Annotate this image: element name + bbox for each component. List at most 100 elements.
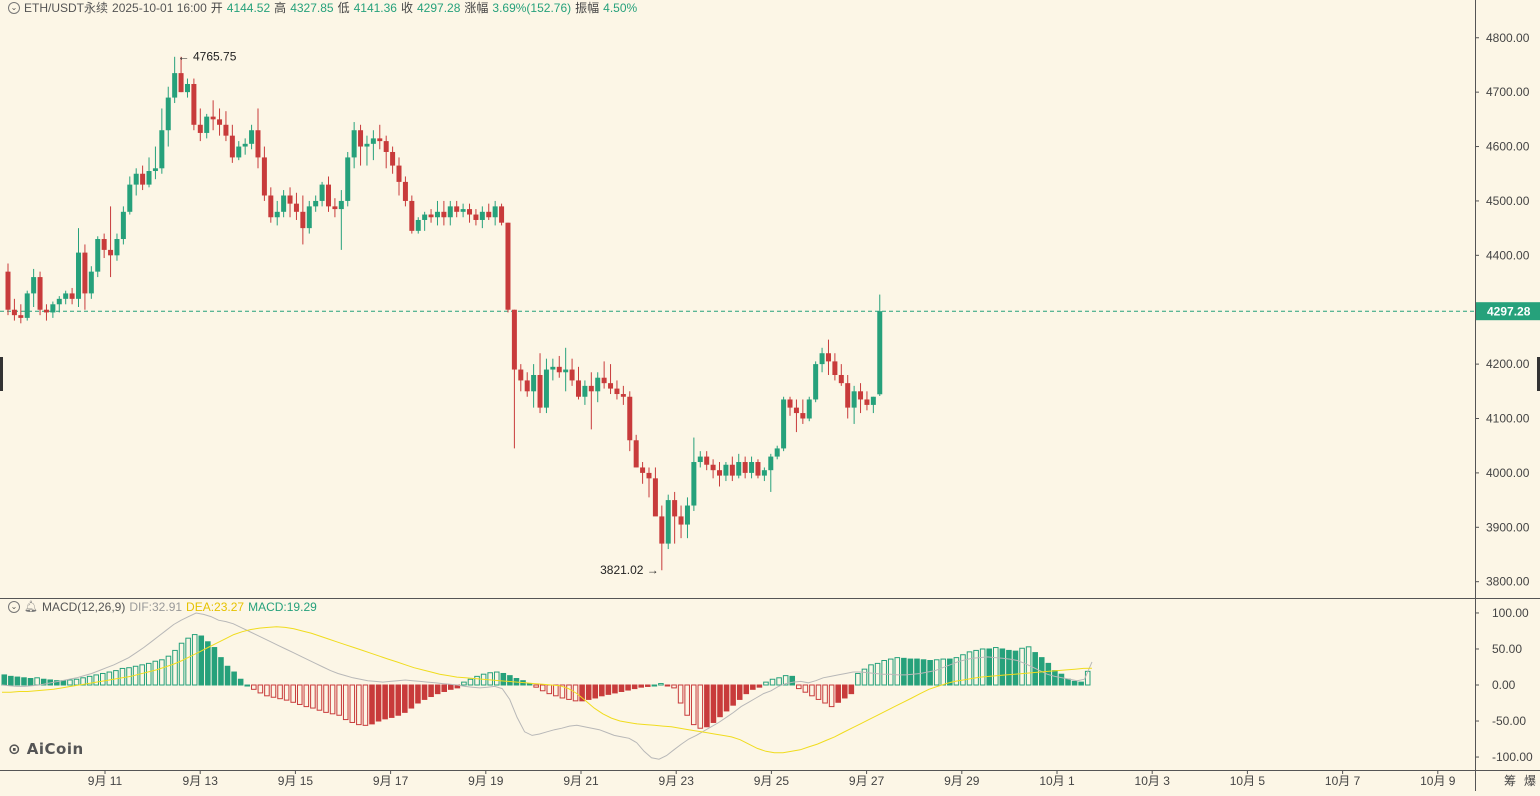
macd-bar[interactable] <box>796 684 802 690</box>
candle-body[interactable] <box>710 464 716 471</box>
candle-body[interactable] <box>755 462 761 476</box>
candle-body[interactable] <box>684 505 690 525</box>
macd-bar[interactable] <box>8 675 14 686</box>
candle-body[interactable] <box>479 211 485 220</box>
macd-bar[interactable] <box>894 657 901 686</box>
candle-body[interactable] <box>761 470 767 476</box>
macd-bar[interactable] <box>421 684 428 700</box>
candle-body[interactable] <box>165 97 171 131</box>
macd-bar[interactable] <box>441 684 448 692</box>
macd-bar[interactable] <box>651 684 658 687</box>
macd-bar[interactable] <box>60 680 67 686</box>
macd-bar[interactable] <box>145 662 152 686</box>
macd-bar[interactable] <box>664 684 671 687</box>
macd-bar[interactable] <box>1071 680 1078 686</box>
macd-bar[interactable] <box>822 684 828 704</box>
candle-body[interactable] <box>659 516 665 544</box>
candle-body[interactable] <box>582 385 588 397</box>
macd-bar[interactable] <box>73 678 80 686</box>
macd-bar[interactable] <box>408 684 415 709</box>
candle-body[interactable] <box>543 369 549 408</box>
candle-body[interactable] <box>428 214 434 218</box>
candle-body[interactable] <box>326 184 331 207</box>
macd-bar[interactable] <box>382 684 388 720</box>
candle-body[interactable] <box>813 364 819 400</box>
macd-bar[interactable] <box>756 684 763 688</box>
candle-body[interactable] <box>531 374 537 392</box>
candle-body[interactable] <box>319 184 325 201</box>
macd-bar[interactable] <box>119 667 126 686</box>
candle-body[interactable] <box>537 374 543 408</box>
macd-bar[interactable] <box>907 658 914 686</box>
macd-bar[interactable] <box>993 647 999 686</box>
macd-bar[interactable] <box>231 671 237 686</box>
macd-bar[interactable] <box>1058 673 1065 686</box>
macd-bar[interactable] <box>828 684 835 708</box>
macd-bar[interactable] <box>979 648 986 686</box>
candle-body[interactable] <box>101 239 107 250</box>
candle-body[interactable] <box>781 399 787 449</box>
macd-bar[interactable] <box>244 684 251 687</box>
collapse-toggle-icon[interactable]: ⌄ <box>8 601 20 613</box>
macd-bar[interactable] <box>283 684 290 701</box>
candle-body[interactable] <box>178 73 184 93</box>
macd-bar[interactable] <box>93 674 99 686</box>
macd-bar[interactable] <box>973 649 979 686</box>
macd-bar[interactable] <box>159 659 165 686</box>
candle-body[interactable] <box>204 116 210 133</box>
candle-body[interactable] <box>422 214 428 220</box>
macd-bar[interactable] <box>264 684 270 697</box>
macd-bar[interactable] <box>638 684 644 688</box>
macd-bar[interactable] <box>461 681 467 686</box>
candle-body[interactable] <box>313 200 319 207</box>
candle-body[interactable] <box>595 377 601 392</box>
candle-body[interactable] <box>82 252 88 294</box>
candle-body[interactable] <box>447 206 453 218</box>
candle-body[interactable] <box>268 195 274 218</box>
candle-body[interactable] <box>332 206 338 210</box>
macd-bar[interactable] <box>270 684 277 698</box>
macd-bar[interactable] <box>448 684 454 690</box>
macd-bar[interactable] <box>848 684 855 695</box>
macd-bar[interactable] <box>585 684 592 700</box>
macd-bar[interactable] <box>750 684 756 690</box>
macd-bar[interactable] <box>395 684 402 716</box>
candle-body[interactable] <box>467 209 473 215</box>
macd-bar[interactable] <box>1084 670 1091 686</box>
macd-bar[interactable] <box>802 684 809 693</box>
candle-body[interactable] <box>851 391 857 408</box>
candle-body[interactable] <box>236 146 242 158</box>
macd-bar[interactable] <box>953 657 960 686</box>
collapse-toggle-icon[interactable]: ⌄ <box>8 2 20 14</box>
chip-distribution-button[interactable]: 筹 <box>1504 774 1516 788</box>
candle-body[interactable] <box>409 200 415 231</box>
macd-bar[interactable] <box>356 684 362 726</box>
candle-body[interactable] <box>306 206 312 229</box>
macd-bar[interactable] <box>782 675 789 686</box>
candle-body[interactable] <box>140 173 146 185</box>
candle-body[interactable] <box>511 309 517 370</box>
macd-bar[interactable] <box>323 684 329 713</box>
macd-bar[interactable] <box>316 684 323 711</box>
macd-bar[interactable] <box>618 684 625 692</box>
macd-bar[interactable] <box>296 684 303 705</box>
macd-bar[interactable] <box>375 684 382 722</box>
candle-body[interactable] <box>832 361 838 375</box>
candle-body[interactable] <box>563 369 569 373</box>
macd-bar[interactable] <box>776 677 782 686</box>
macd-bar[interactable] <box>251 684 257 690</box>
candle-body[interactable] <box>787 399 793 408</box>
candle-body[interactable] <box>18 315 24 318</box>
candle-body[interactable] <box>524 380 530 392</box>
candle-body[interactable] <box>43 309 49 313</box>
candle-body[interactable] <box>37 277 43 310</box>
candle-body[interactable] <box>127 184 133 212</box>
candle-body[interactable] <box>229 135 235 158</box>
macd-bar[interactable] <box>474 675 480 686</box>
macd-bar[interactable] <box>736 684 743 700</box>
macd-bar[interactable] <box>369 684 375 725</box>
candle-body[interactable] <box>146 171 152 185</box>
candle-body[interactable] <box>5 271 11 310</box>
macd-bar[interactable] <box>572 684 579 702</box>
candle-body[interactable] <box>249 130 255 144</box>
